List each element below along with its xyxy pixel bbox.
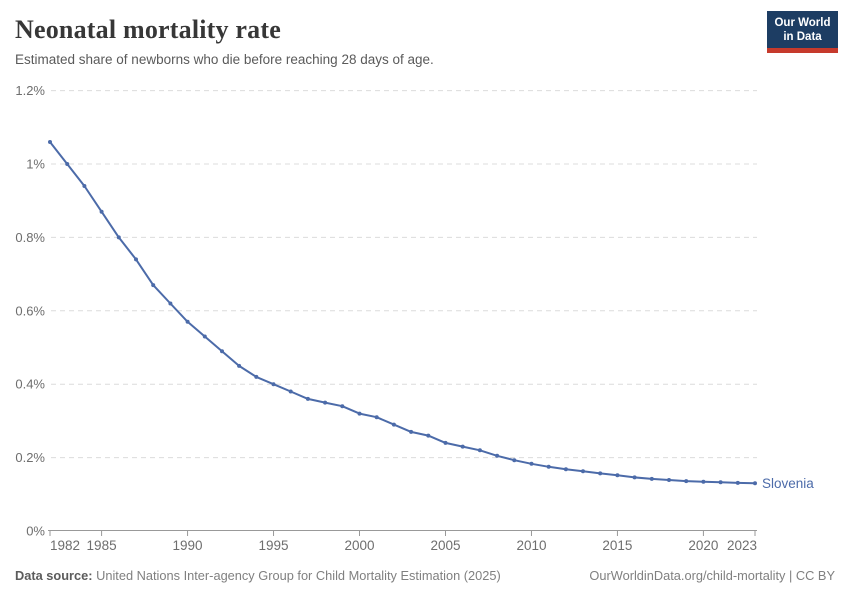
data-source-label: Data source: xyxy=(15,568,93,583)
data-point[interactable] xyxy=(168,301,173,306)
data-point[interactable] xyxy=(598,471,603,476)
data-point[interactable] xyxy=(563,467,568,472)
y-axis-tick-label: 0.6% xyxy=(15,303,45,318)
data-point[interactable] xyxy=(615,473,620,478)
data-point[interactable] xyxy=(495,453,500,458)
data-point[interactable] xyxy=(323,400,328,405)
data-point[interactable] xyxy=(288,389,293,394)
x-axis-tick-label: 2000 xyxy=(344,538,374,553)
x-axis-tick-label: 2020 xyxy=(688,538,718,553)
x-axis-tick-label: 1985 xyxy=(87,538,117,553)
data-point[interactable] xyxy=(512,458,517,463)
y-axis-tick-label: 1.2% xyxy=(15,83,45,98)
data-point[interactable] xyxy=(254,374,259,379)
x-axis-tick-label: 1982 xyxy=(50,538,80,553)
page-title: Neonatal mortality rate xyxy=(15,15,281,44)
y-axis-tick-label: 1% xyxy=(26,157,45,172)
license-link[interactable]: OurWorldinData.org/child-mortality | CC … xyxy=(589,568,835,583)
data-source-text: United Nations Inter-agency Group for Ch… xyxy=(92,568,501,583)
data-point[interactable] xyxy=(99,209,104,214)
x-axis-tick-label: 2005 xyxy=(430,538,460,553)
owid-logo-line1: Our World xyxy=(774,17,831,29)
data-point[interactable] xyxy=(374,415,379,420)
data-point[interactable] xyxy=(82,184,87,188)
data-point[interactable] xyxy=(391,422,396,427)
data-point[interactable] xyxy=(667,478,671,482)
data-point[interactable] xyxy=(409,429,414,434)
x-axis-tick-label: 2010 xyxy=(516,538,546,553)
data-point[interactable] xyxy=(718,480,723,485)
data-point[interactable] xyxy=(202,334,207,339)
data-point[interactable] xyxy=(426,433,431,438)
data-point[interactable] xyxy=(546,464,551,469)
data-point[interactable] xyxy=(460,444,465,449)
owid-logo[interactable]: Our World in Data xyxy=(767,11,838,54)
data-point[interactable] xyxy=(134,257,138,262)
x-axis-tick-label: 2023 xyxy=(727,538,757,553)
data-point[interactable] xyxy=(735,480,740,485)
data-point[interactable] xyxy=(305,396,310,401)
chart-footer: Data source: United Nations Inter-agency… xyxy=(15,568,835,583)
data-point[interactable] xyxy=(753,481,757,486)
data-point[interactable] xyxy=(65,162,70,166)
data-point[interactable] xyxy=(632,475,637,480)
page-subtitle: Estimated share of newborns who die befo… xyxy=(15,52,434,67)
y-axis-tick-label: 0.4% xyxy=(15,377,45,392)
x-axis-tick-label: 2015 xyxy=(602,538,632,553)
data-point[interactable] xyxy=(185,319,190,324)
data-point[interactable] xyxy=(529,461,534,466)
data-point[interactable] xyxy=(684,479,689,484)
data-point[interactable] xyxy=(151,283,156,288)
data-point[interactable] xyxy=(271,382,276,387)
data-point[interactable] xyxy=(220,349,224,354)
data-source: Data source: United Nations Inter-agency… xyxy=(15,568,501,583)
data-point[interactable] xyxy=(701,479,706,484)
y-axis-tick-label: 0.8% xyxy=(15,230,45,245)
data-point[interactable] xyxy=(340,404,345,409)
owid-logo-line2: in Data xyxy=(783,31,822,44)
data-point[interactable] xyxy=(237,363,242,368)
y-axis-tick-label: 0.2% xyxy=(15,450,45,465)
data-point[interactable] xyxy=(357,411,362,416)
data-point[interactable] xyxy=(649,476,654,481)
data-point[interactable] xyxy=(477,448,482,453)
series-end-label[interactable]: Slovenia xyxy=(762,476,814,491)
data-point[interactable] xyxy=(116,235,121,240)
data-point[interactable] xyxy=(443,440,448,445)
x-axis-tick-label: 1990 xyxy=(173,538,203,553)
data-line-slovenia[interactable] xyxy=(49,141,756,485)
x-axis-tick-label: 1995 xyxy=(259,538,289,553)
data-point[interactable] xyxy=(581,469,585,474)
data-point[interactable] xyxy=(48,140,52,144)
y-axis-tick-label: 0% xyxy=(26,524,45,539)
